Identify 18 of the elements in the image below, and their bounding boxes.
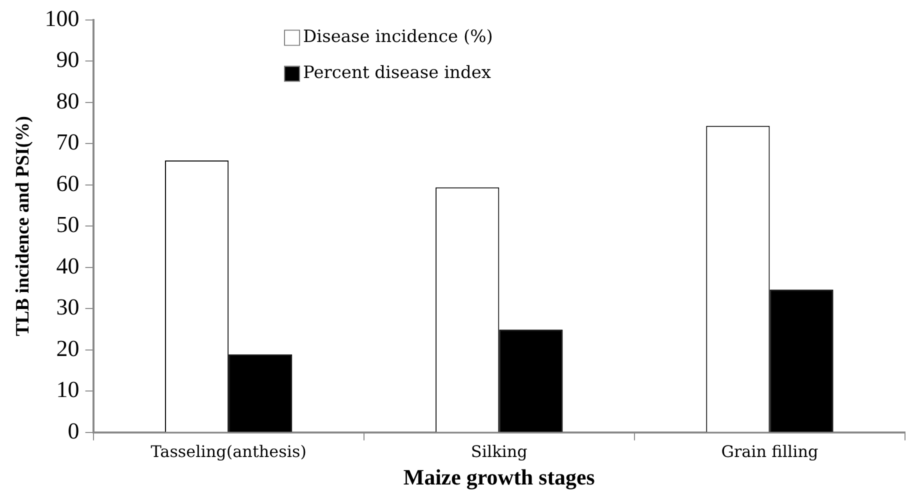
legend-label: Percent disease index <box>303 63 492 84</box>
y-tick-label: 0 <box>68 418 80 444</box>
y-tick-label: 60 <box>56 170 80 196</box>
y-tick-label: 50 <box>56 212 80 238</box>
x-tick-label: Grain filling <box>721 442 818 462</box>
legend-label: Disease incidence (%) <box>303 27 493 48</box>
y-tick-label: 10 <box>56 377 80 402</box>
y-tick-label: 20 <box>56 336 80 361</box>
x-axis-title: Maize growth stages <box>403 464 596 490</box>
x-tick-label: Tasseling(anthesis) <box>150 442 306 462</box>
y-tick-label: 80 <box>56 88 80 114</box>
x-tick-label: Silking <box>470 442 528 462</box>
y-tick-label: 100 <box>44 6 80 31</box>
y-tick-label: 90 <box>56 47 80 72</box>
y-tick-label: 70 <box>56 130 80 155</box>
y-axis-title: TLB incidence and PSI(%) <box>12 116 34 336</box>
y-tick-label: 40 <box>56 253 80 278</box>
y-tick-label: 30 <box>56 294 80 320</box>
